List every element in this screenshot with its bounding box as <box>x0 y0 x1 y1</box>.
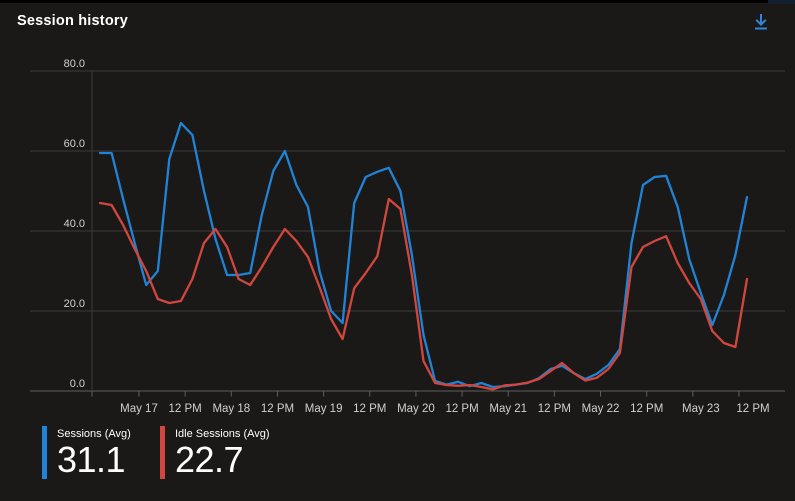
y-axis-label: 0.0 <box>70 378 85 390</box>
window-top-strip <box>0 0 795 3</box>
legend-color-bar-idle-sessions <box>160 426 165 479</box>
x-tick-label: 12 PM <box>445 403 478 415</box>
session-history-chart[interactable]: 0.0 20.0 40.0 60.0 80.0 May 17 12 PM May 18 12 P… <box>0 0 795 425</box>
y-axis-label: 40.0 <box>64 218 85 230</box>
page-title: Session history <box>17 13 128 29</box>
chart-legend: Sessions (Avg) 31.1 Idle Sessions (Avg) … <box>0 426 795 486</box>
x-tick-label: 12 PM <box>538 403 571 415</box>
legend-item-sessions[interactable]: Sessions (Avg) 31.1 <box>42 426 131 479</box>
x-tick-label: May 20 <box>397 403 435 415</box>
x-tick-label: May 21 <box>489 403 527 415</box>
legend-item-idle-sessions[interactable]: Idle Sessions (Avg) 22.7 <box>160 426 270 479</box>
x-tick-label: May 17 <box>120 403 158 415</box>
x-tick-label: May 23 <box>682 403 720 415</box>
x-tick-label: 12 PM <box>630 403 663 415</box>
x-tick-label: 12 PM <box>736 403 769 415</box>
legend-color-bar-sessions <box>42 426 47 479</box>
y-axis-label: 60.0 <box>64 138 85 150</box>
x-tick-label: 12 PM <box>169 403 202 415</box>
y-axis-label: 20.0 <box>64 298 85 310</box>
download-icon <box>755 14 767 30</box>
x-tick-label: May 22 <box>582 403 620 415</box>
legend-label-sessions: Sessions (Avg) <box>57 428 131 440</box>
y-axis-label: 80.0 <box>64 58 85 70</box>
card-header: Session history <box>17 8 778 34</box>
sessions-line[interactable] <box>98 121 749 389</box>
idle-sessions-line[interactable] <box>98 197 749 391</box>
x-tick-label: May 19 <box>305 403 343 415</box>
legend-value-idle-sessions: 22.7 <box>175 439 244 480</box>
x-tick-label: 12 PM <box>261 403 294 415</box>
x-tick-label: 12 PM <box>353 403 386 415</box>
x-tick-label: May 18 <box>212 403 250 415</box>
download-button[interactable] <box>749 10 773 34</box>
window-top-strip-accent <box>768 0 795 4</box>
legend-value-sessions: 31.1 <box>57 439 126 480</box>
legend-label-idle-sessions: Idle Sessions (Avg) <box>175 428 270 440</box>
